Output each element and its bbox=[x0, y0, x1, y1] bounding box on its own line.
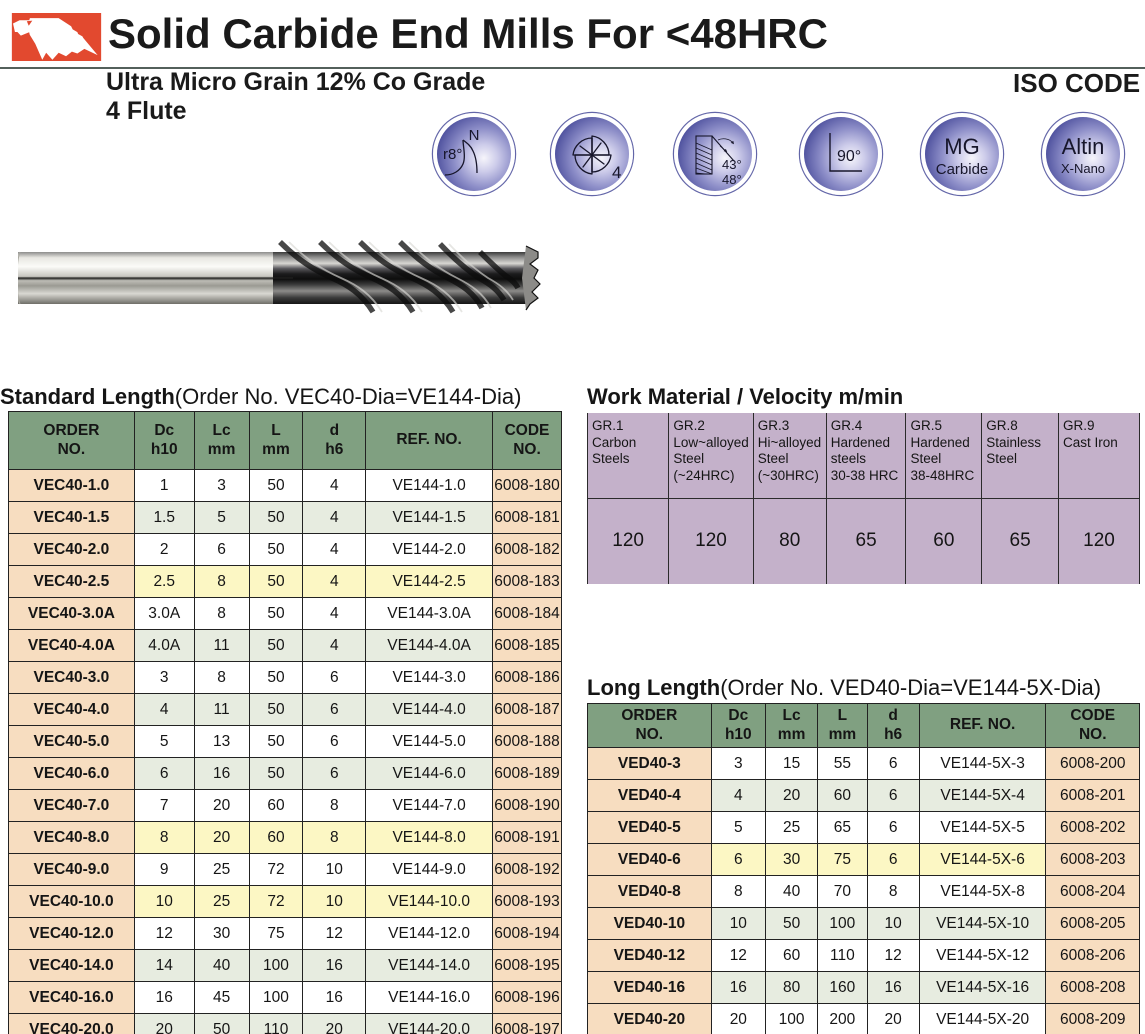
svg-text:N: N bbox=[469, 127, 480, 144]
svg-text:4: 4 bbox=[612, 163, 621, 182]
svg-text:Carbide: Carbide bbox=[936, 161, 989, 178]
svg-text:48°: 48° bbox=[722, 172, 742, 187]
svg-text:r8°: r8° bbox=[443, 146, 462, 163]
svg-text:Altin: Altin bbox=[1062, 134, 1105, 159]
svg-text:X-Nano: X-Nano bbox=[1061, 161, 1105, 176]
svg-text:43°: 43° bbox=[722, 157, 742, 172]
svg-text:90°: 90° bbox=[837, 148, 861, 165]
svg-text:MG: MG bbox=[944, 134, 979, 159]
